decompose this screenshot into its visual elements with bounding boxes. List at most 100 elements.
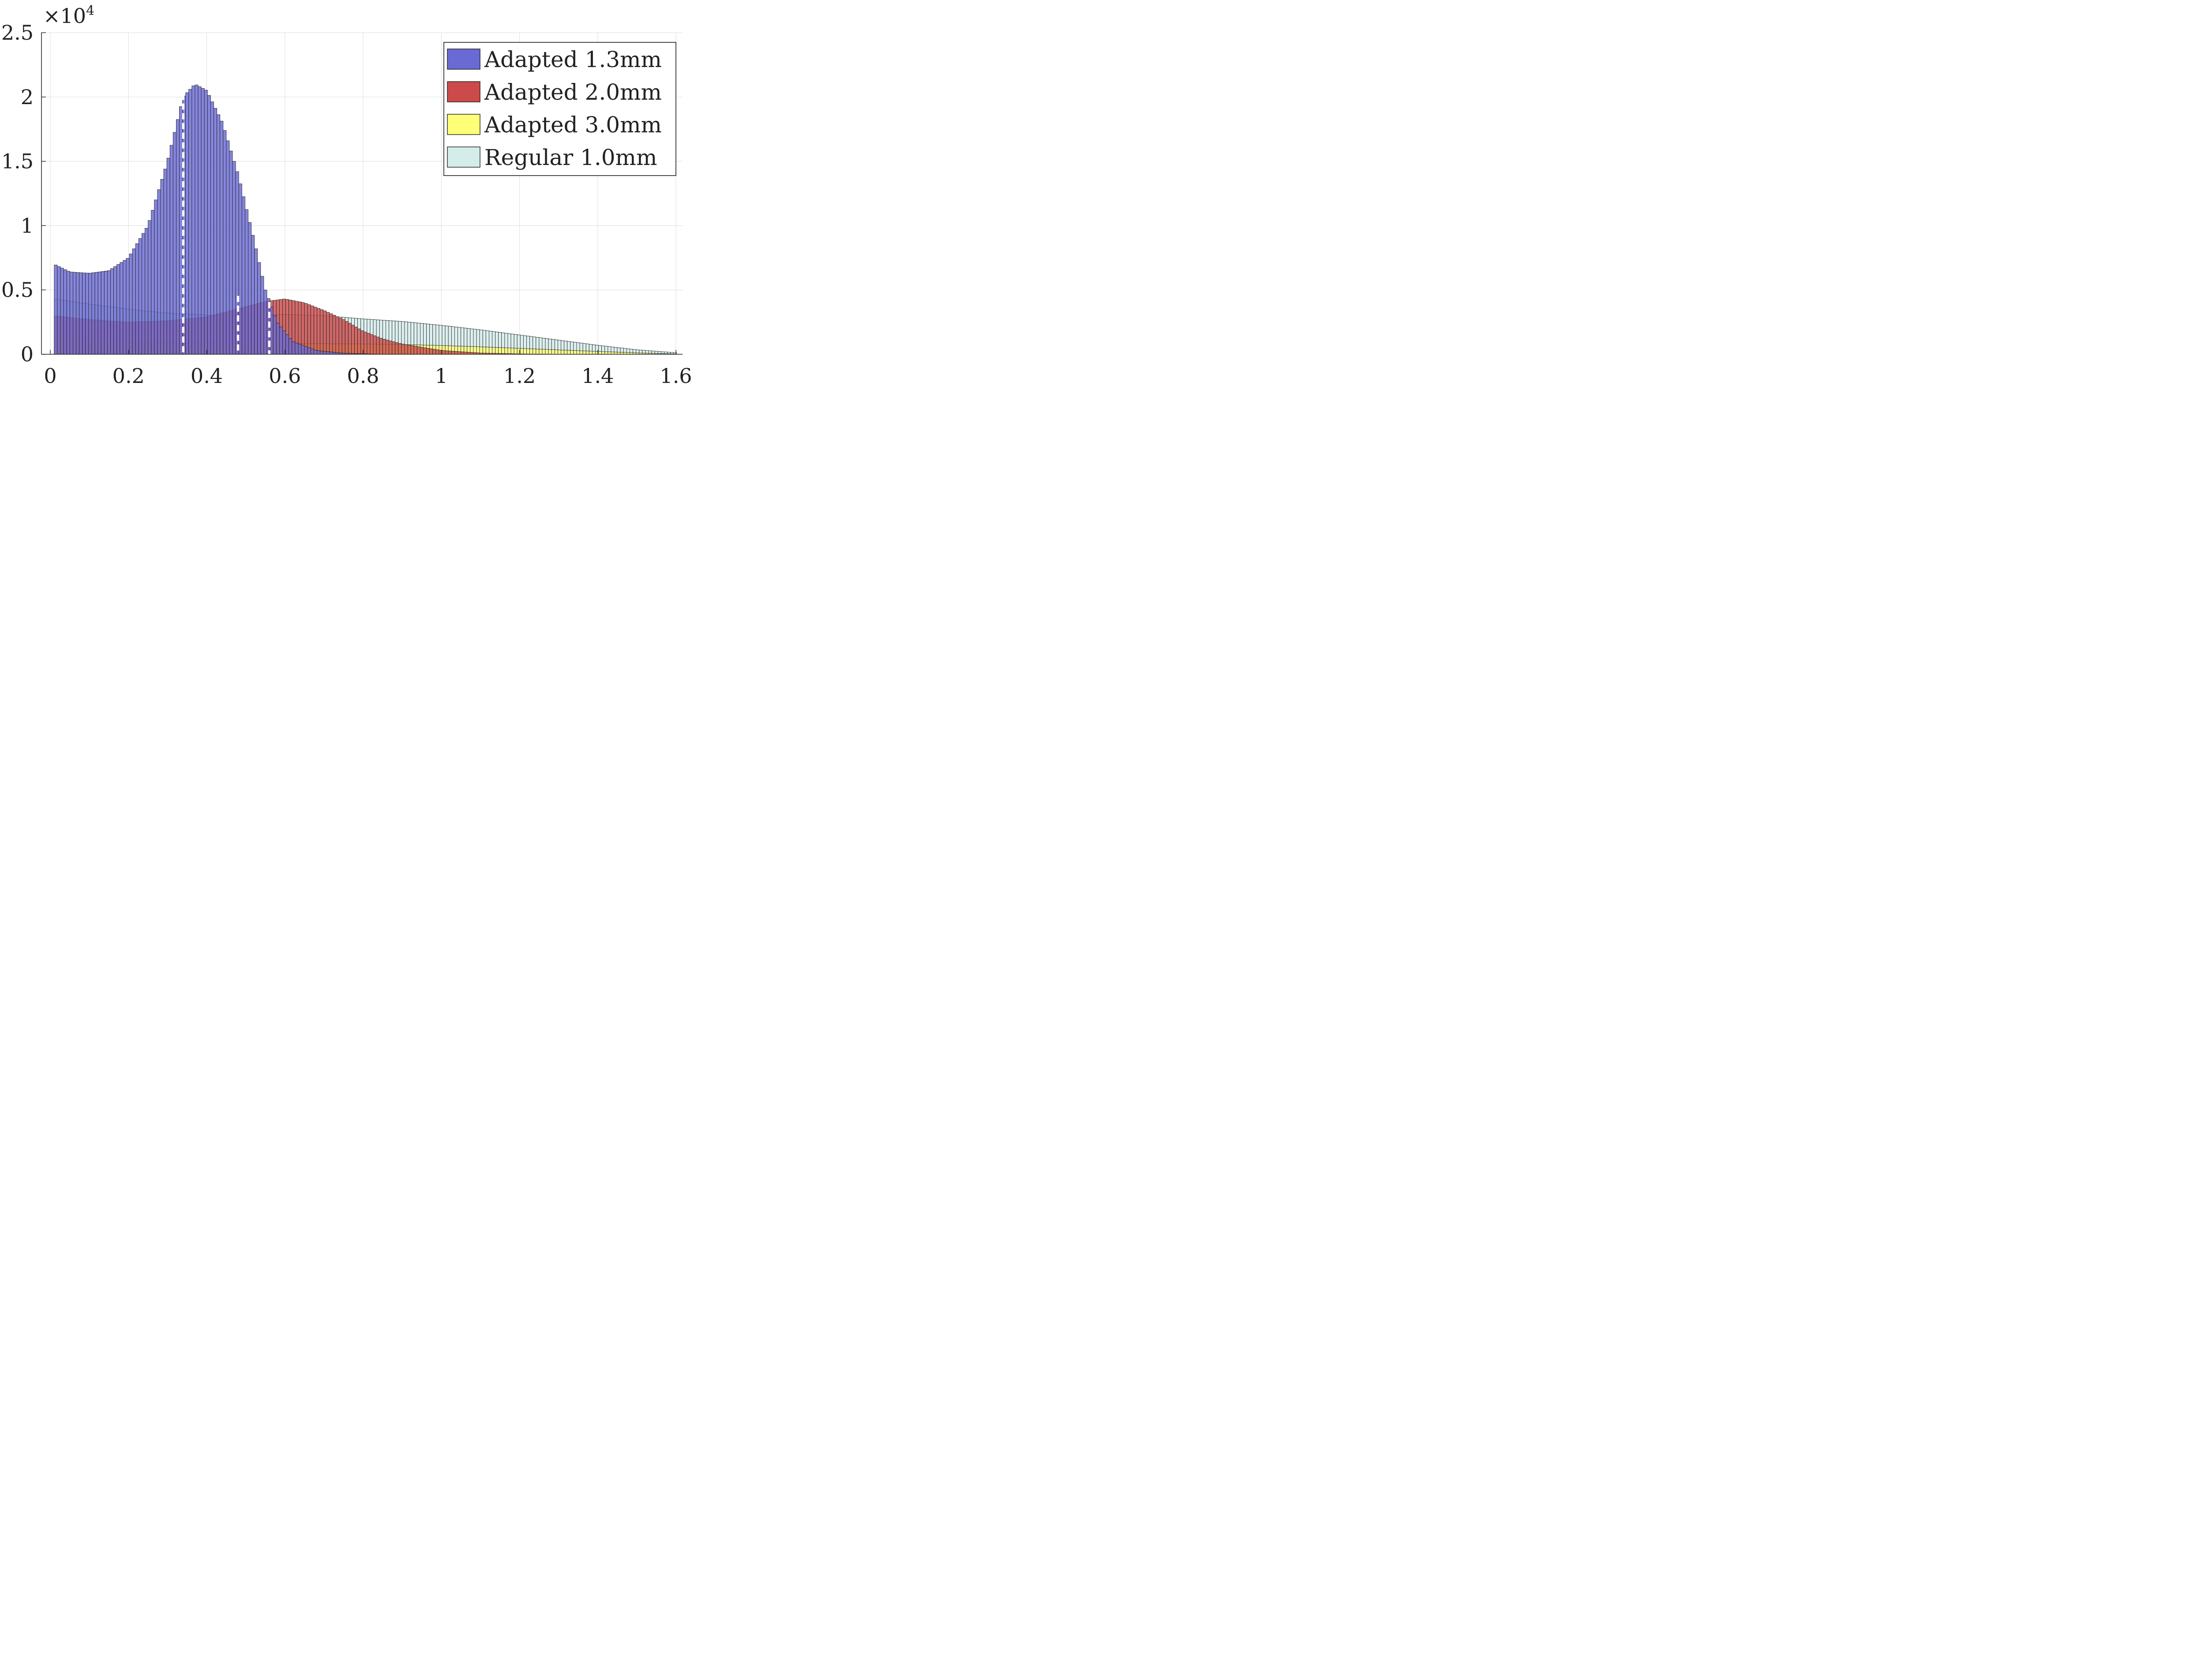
- histogram-bar: [154, 199, 158, 355]
- y-exponent-base: ×10: [43, 4, 86, 28]
- histogram-bar: [554, 349, 558, 355]
- histogram-bar: [76, 272, 79, 355]
- histogram-bar: [282, 330, 286, 355]
- histogram-bar: [335, 316, 339, 355]
- histogram-bar: [54, 265, 58, 355]
- histogram-bar: [329, 313, 333, 355]
- histogram-bar: [332, 315, 336, 355]
- y-tick-label: 1.5: [1, 150, 34, 173]
- x-tick-label: 1.4: [582, 364, 614, 386]
- histogram-bar: [163, 169, 167, 355]
- histogram-bar: [520, 348, 524, 355]
- histogram-bar: [320, 351, 324, 355]
- histogram-bar: [310, 349, 314, 355]
- histogram-bar: [301, 345, 305, 355]
- histogram-bar: [82, 273, 86, 355]
- histogram-bar: [523, 348, 527, 355]
- histogram-bar: [135, 243, 139, 355]
- histogram-bar: [223, 130, 227, 355]
- histogram-bar: [138, 238, 142, 355]
- histogram-bar: [536, 349, 540, 355]
- histogram-bar: [341, 319, 345, 355]
- histogram-bar: [195, 85, 199, 355]
- histogram-bar: [60, 268, 64, 355]
- histogram-bar: [545, 349, 549, 355]
- histogram-bar: [439, 350, 443, 355]
- histogram-bar: [326, 351, 330, 355]
- histogram-bar: [132, 248, 136, 355]
- histogram-bar: [129, 254, 133, 355]
- histogram-bar: [382, 339, 386, 355]
- histogram-bar: [88, 273, 92, 355]
- legend-label: Adapted 2.0mm: [484, 79, 662, 105]
- histogram-bar: [592, 351, 596, 355]
- histogram-bar: [370, 334, 374, 355]
- histogram-bar: [123, 260, 127, 355]
- histogram-bar: [423, 347, 427, 355]
- histogram-bar: [413, 346, 417, 355]
- histogram-bar: [229, 150, 233, 355]
- histogram-bar: [141, 233, 145, 355]
- histogram-bar: [398, 343, 402, 355]
- histogram-bar: [185, 92, 189, 355]
- histogram-bar: [454, 351, 458, 355]
- y-exponent-label: ×104: [43, 3, 94, 28]
- histogram-bar: [63, 269, 67, 355]
- legend-swatch: [447, 81, 480, 102]
- histogram-bar: [232, 161, 236, 355]
- histogram-bar: [292, 341, 296, 355]
- histogram-bar: [458, 351, 461, 355]
- histogram-bar: [345, 321, 349, 355]
- histogram-bar: [113, 266, 117, 355]
- histogram-bar: [251, 235, 255, 355]
- histogram-bar: [589, 351, 593, 355]
- histogram-bar: [426, 348, 430, 355]
- histogram-bar: [307, 304, 311, 355]
- histogram-bar: [257, 262, 261, 355]
- histogram-bar: [179, 106, 183, 355]
- histogram-bar: [260, 276, 264, 355]
- histogram-bar: [226, 140, 230, 355]
- legend-label: Adapted 3.0mm: [484, 112, 662, 138]
- histogram-bar: [204, 90, 208, 355]
- histogram-bar: [110, 268, 114, 355]
- histogram-bar: [389, 341, 392, 355]
- histogram-bar: [432, 349, 436, 355]
- histogram-bar: [116, 264, 120, 355]
- histogram-bar: [317, 350, 320, 355]
- histogram-bar: [173, 132, 176, 355]
- histogram-bar: [107, 270, 111, 355]
- histogram-bar: [169, 145, 173, 355]
- histogram-bar: [507, 348, 511, 355]
- histogram-bar: [601, 351, 605, 355]
- histogram-bar: [410, 345, 414, 355]
- histogram-bar: [573, 350, 577, 355]
- histogram-bar: [542, 349, 546, 355]
- histogram-bar: [582, 350, 586, 355]
- histogram-bar: [248, 222, 251, 355]
- histogram-bar: [435, 349, 439, 355]
- y-tick-label: 0: [21, 342, 34, 366]
- histogram-bar: [191, 86, 195, 355]
- histogram-bar: [295, 342, 299, 355]
- histogram-bar: [238, 184, 242, 355]
- histogram-bar: [551, 349, 555, 355]
- tick-labels: 0 0.2 0.4 0.6 0.8 1 1.2 1.4 1.6 0 0.5 1 1.5 2 2.5: [1, 21, 692, 386]
- histogram-bar: [188, 89, 192, 355]
- histogram-bar: [285, 334, 289, 355]
- histogram-bar: [548, 349, 552, 355]
- histogram-bar: [357, 328, 361, 355]
- histogram-bar: [201, 88, 205, 355]
- histogram-bar: [120, 262, 124, 355]
- histogram-bar: [57, 266, 61, 355]
- y-tick-label: 2.5: [1, 21, 34, 45]
- histogram-bar: [241, 196, 245, 355]
- x-tick-label: 1.2: [503, 364, 536, 386]
- legend-swatch: [447, 114, 480, 135]
- histogram-bar: [298, 344, 302, 355]
- histogram-bar: [304, 346, 308, 355]
- histogram-bar: [317, 308, 320, 355]
- histogram-bar: [220, 121, 224, 355]
- histogram-bar: [313, 350, 317, 355]
- histogram-bar: [576, 350, 580, 355]
